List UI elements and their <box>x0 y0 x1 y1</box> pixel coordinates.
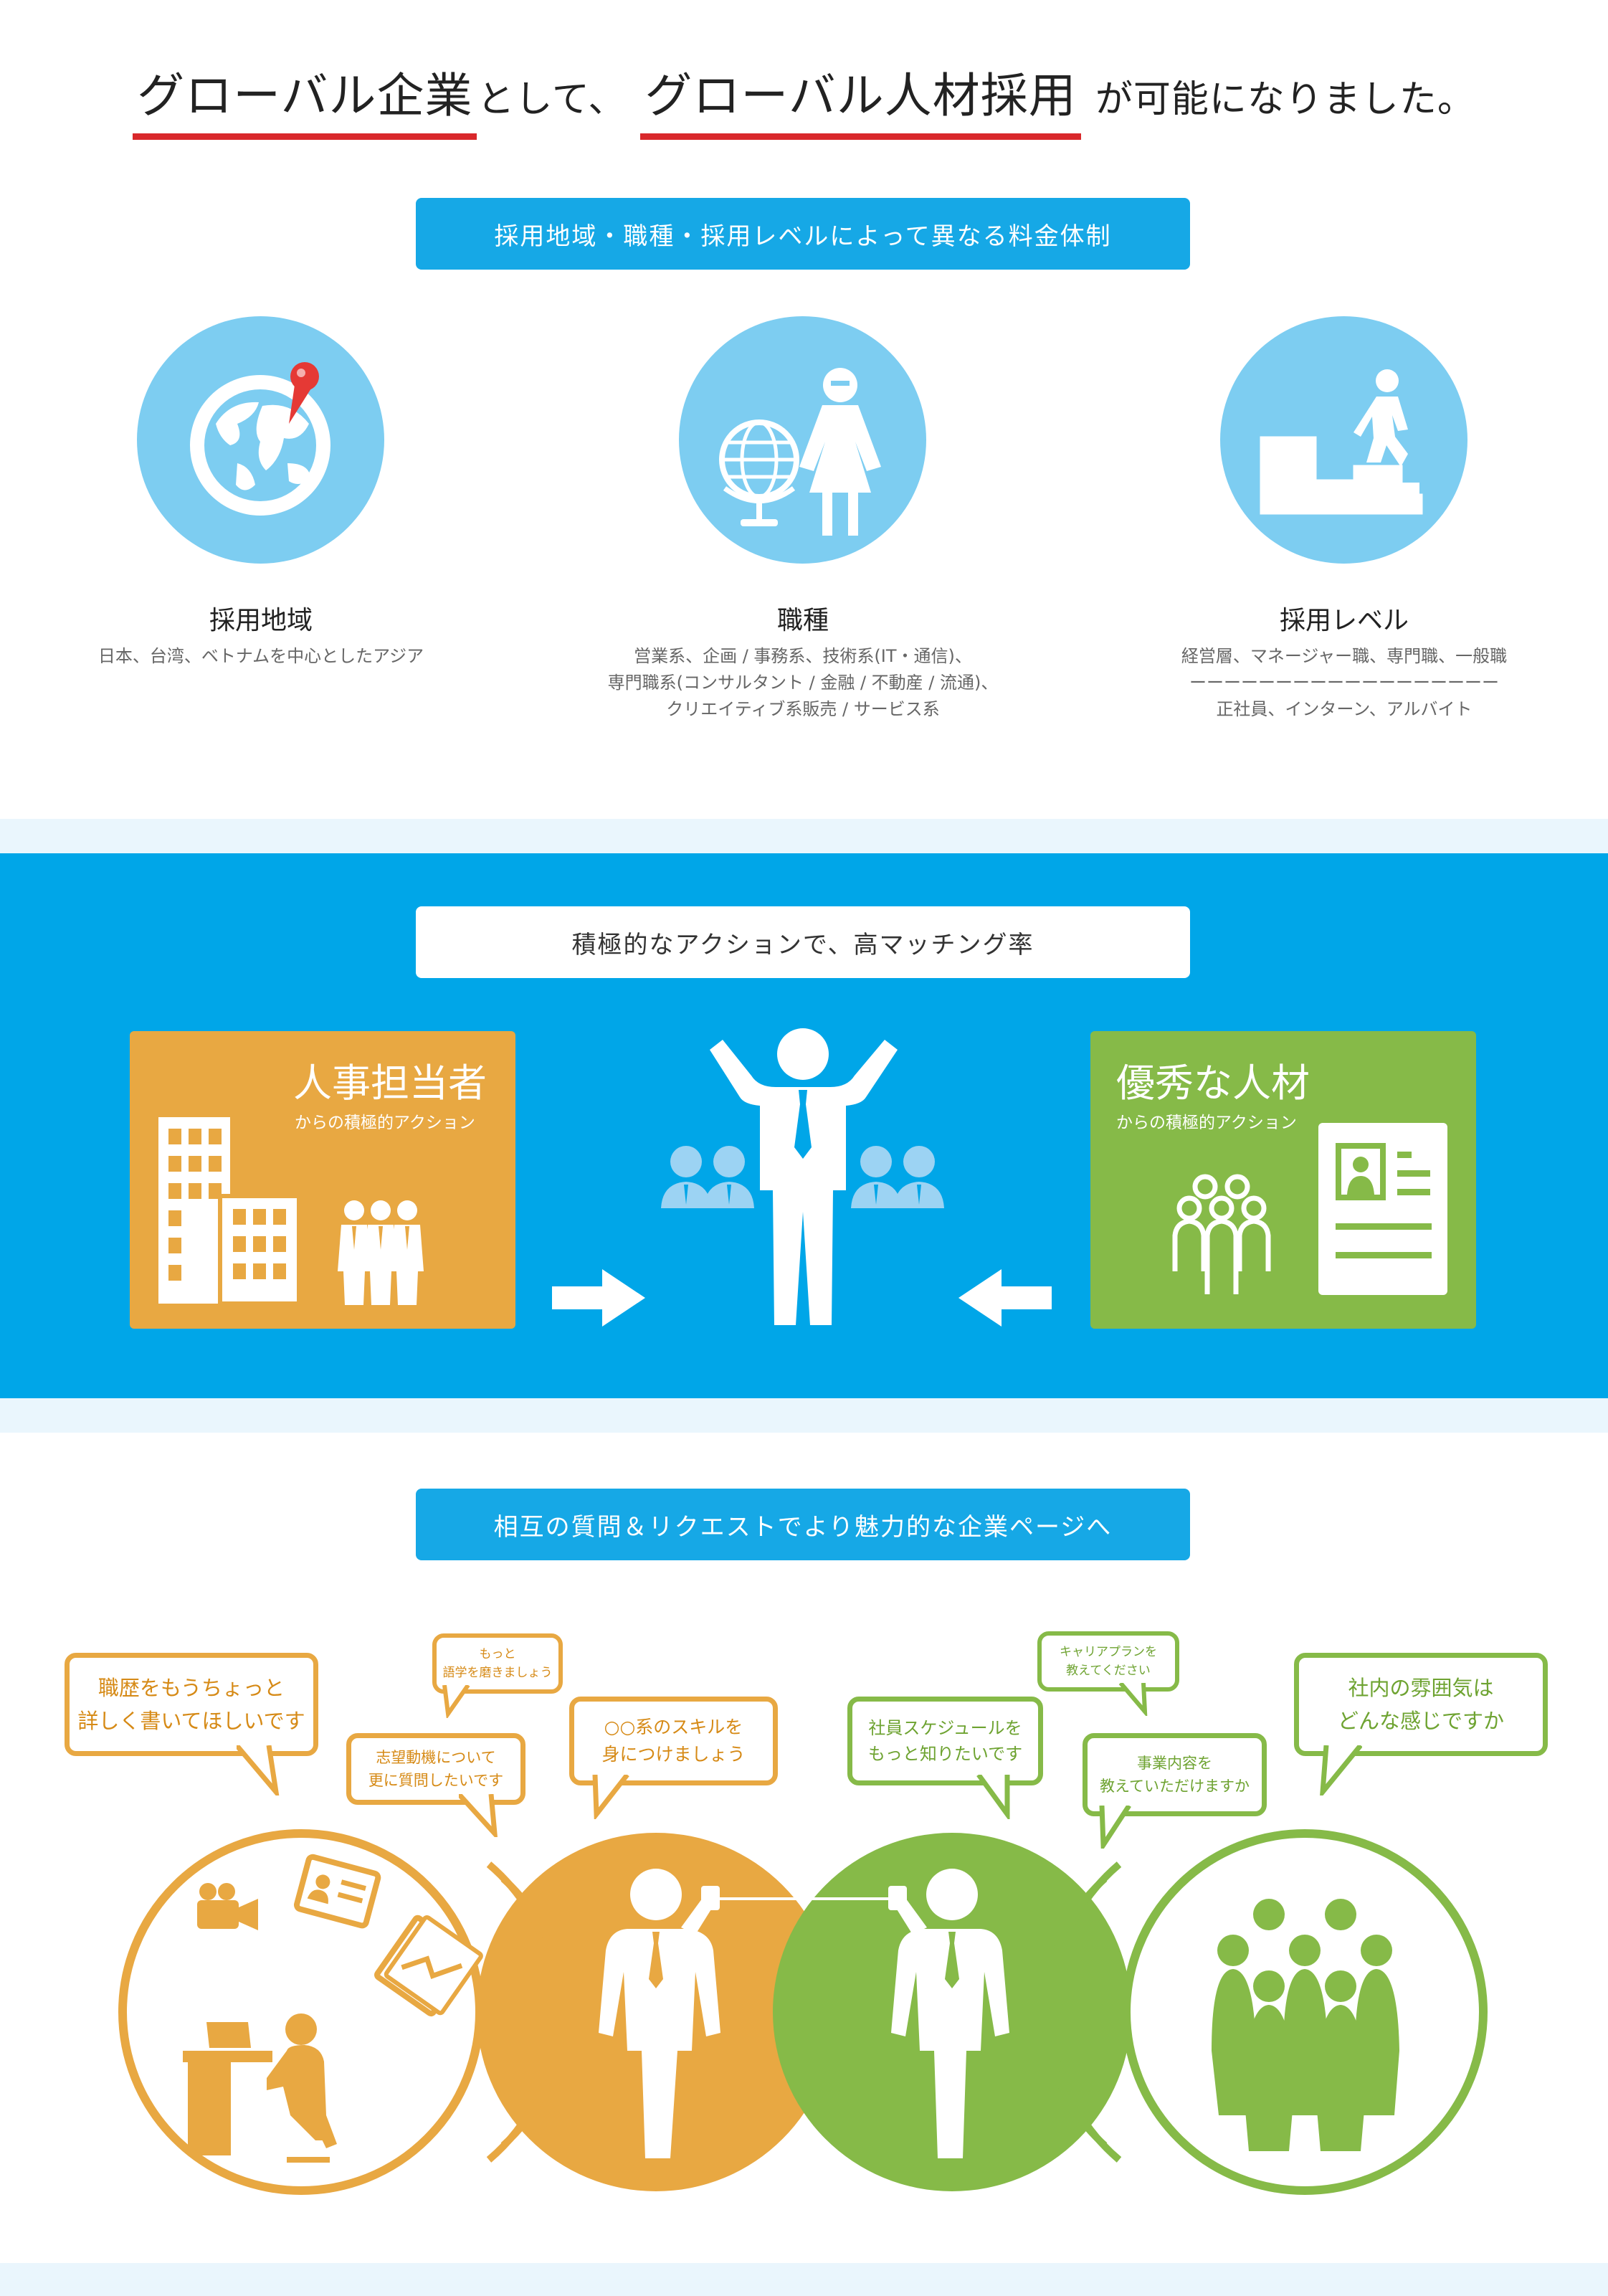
level-desc-line: 正社員、インターン、アルバイト <box>1216 699 1473 719</box>
bubble-line: キャリアプランを <box>1060 1645 1157 1659</box>
job-desc-line: 専門職系(コンサルタント / 金融 / 不動産 / 流通)、 <box>607 673 999 693</box>
speech-bubble: 職歴をもうちょっと 詳しく書いてほしいです <box>65 1653 318 1756</box>
bubble-line: 志望動機について <box>376 1749 496 1766</box>
bubble-line: 社内の雰囲気は <box>1348 1676 1494 1700</box>
bubble-line: もっと知りたいです <box>867 1744 1023 1764</box>
job-title: 職種 <box>776 606 829 635</box>
level-circle <box>1220 316 1467 564</box>
bubble-tail <box>1118 1683 1148 1716</box>
bubble-line: 教えていただけますか <box>1100 1778 1250 1795</box>
footer-strip <box>0 2263 1608 2296</box>
bubble-line: 教えてください <box>1066 1664 1151 1678</box>
bubble-tail <box>459 1794 498 1837</box>
office-building-icon <box>158 1117 424 1306</box>
bubble-line: 職歴をもうちょっと <box>97 1676 285 1700</box>
id-card-icon <box>293 1854 381 1929</box>
title-text-2: として、 <box>477 78 627 121</box>
crowd-icon <box>1172 1174 1271 1294</box>
speech-bubble: キャリアプランを 教えてください <box>1037 1631 1179 1692</box>
man-phone-icon-orange <box>599 1869 720 2158</box>
hr-card: 人事担当者 からの積極的アクション <box>130 1031 515 1329</box>
page-title: グローバル企業 として、 グローバル人材採用 が可能になりました。 <box>0 57 1608 140</box>
bubble-line: もっと <box>479 1647 516 1661</box>
title-highlight-2: グローバル人材採用 <box>640 57 1081 140</box>
bubble-line: ○○系のスキルを <box>604 1717 743 1737</box>
level-desc-line: 経営層、マネージャー職、専門職、一般職 <box>1181 646 1508 666</box>
bubble-tail <box>1099 1806 1131 1849</box>
bubble-tail <box>237 1745 280 1795</box>
stairs-climb-icon <box>1260 369 1423 515</box>
teacher-globe-icon <box>719 368 881 536</box>
talent-card: 優秀な人材 からの積極的アクション <box>1090 1031 1476 1329</box>
leader-with-team-icon <box>661 1028 944 1325</box>
page-improvement-banner: 相互の質問＆リクエストでより魅力的な企業ページへ <box>416 1489 1190 1560</box>
section-divider-top <box>0 819 1608 853</box>
speech-bubble: ○○系のスキルを 身につけましょう <box>569 1697 778 1785</box>
title-text-4: が可能になりました。 <box>1095 78 1475 121</box>
talent-card-title: 優秀な人材 <box>1116 1061 1310 1106</box>
bubble-line: 身につけましょう <box>601 1744 746 1765</box>
job-desc: 営業系、企画 / 事務系、技術系(IT・通信)、 専門職系(コンサルタント / … <box>552 643 1054 723</box>
section-divider-bottom <box>0 1398 1608 1433</box>
bubble-line: 語学を磨きましょう <box>442 1666 553 1680</box>
region-title: 採用地域 <box>209 606 313 635</box>
globe-pin-icon <box>190 362 330 516</box>
title-highlight-1: グローバル企業 <box>133 57 477 140</box>
arrow-right-icon <box>552 1269 645 1327</box>
document-chart-icon <box>374 1915 483 2017</box>
pricing-banner: 採用地域・職種・採用レベルによって異なる料金体制 <box>416 198 1190 270</box>
level-desc-divider: ーーーーーーーーーーーーーーーーーー <box>1189 673 1499 693</box>
speech-bubble: 事業内容を教えていただけますか <box>1083 1733 1267 1816</box>
speech-bubble: 志望動機について 更に質問したいです <box>346 1733 525 1805</box>
hr-card-title: 人事担当者 <box>293 1061 487 1106</box>
speech-bubble: もっと語学を磨きましょう <box>432 1633 563 1694</box>
region-circle <box>137 316 384 564</box>
bubble-tail <box>592 1775 629 1819</box>
job-circle <box>679 316 926 564</box>
talent-card-subtitle: からの積極的アクション <box>1116 1114 1297 1132</box>
team-crowd-icon <box>1212 1899 1399 2151</box>
bubble-line: 社員スケジュールを <box>868 1718 1022 1738</box>
level-desc: 経営層、マネージャー職、専門職、一般職 ーーーーーーーーーーーーーーーーーー 正… <box>1093 643 1595 723</box>
matching-banner: 積極的なアクションで、高マッチング率 <box>416 906 1190 978</box>
bubble-line: 詳しく書いてほしいです <box>77 1709 305 1733</box>
job-desc-line: 営業系、企画 / 事務系、技術系(IT・通信)、 <box>634 646 972 666</box>
speech-bubble: 社内の雰囲気は どんな感じですか <box>1294 1653 1548 1756</box>
bubble-line: 事業内容を <box>1136 1755 1212 1772</box>
hr-card-subtitle: からの積極的アクション <box>295 1114 475 1132</box>
arrow-left-icon <box>958 1269 1052 1327</box>
level-title: 採用レベル <box>1279 606 1409 635</box>
speech-bubble: 社員スケジュールを もっと知りたいです <box>847 1697 1043 1785</box>
job-desc-line: クリエイティブ系販売 / サービス系 <box>666 699 940 719</box>
region-desc-line: 日本、台湾、ベトナムを中心としたアジア <box>97 646 424 666</box>
region-desc: 日本、台湾、ベトナムを中心としたアジア <box>10 643 512 670</box>
man-phone-icon-green <box>888 1869 1009 2158</box>
bubble-line: どんな感じですか <box>1337 1709 1504 1733</box>
bubble-tail <box>442 1685 470 1718</box>
recruiter-desk-icon <box>183 1883 337 2163</box>
bubble-line: 更に質問したいです <box>368 1772 504 1789</box>
resume-card-icon <box>1318 1123 1447 1295</box>
communication-circles <box>118 1829 1488 2195</box>
bubble-tail <box>976 1775 1010 1819</box>
bubble-tail <box>1320 1745 1362 1795</box>
